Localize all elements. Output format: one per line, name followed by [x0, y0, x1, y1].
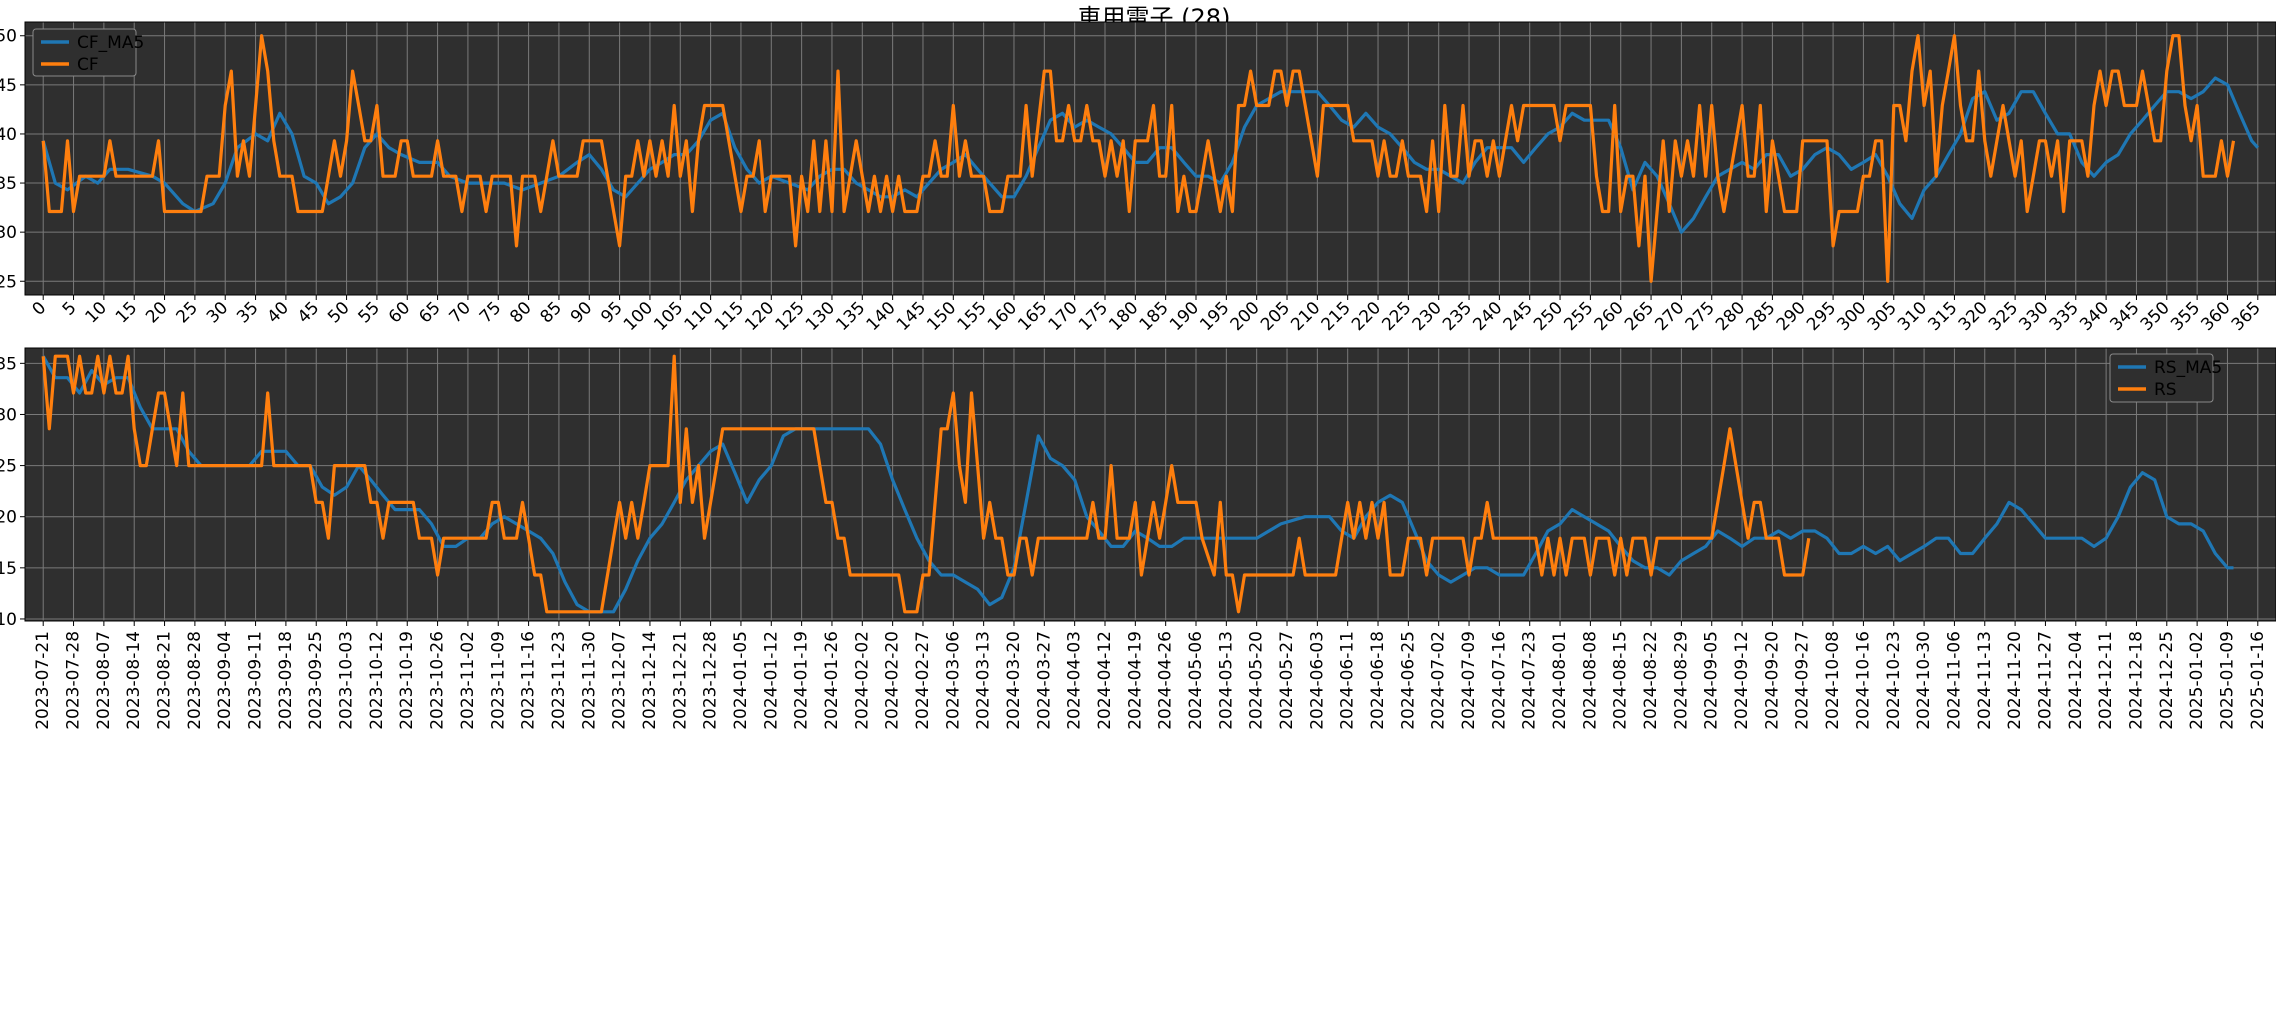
x-tick-label: 2023-09-25 [306, 631, 326, 730]
x-tick-label: 2024-08-29 [1671, 631, 1691, 730]
x-tick-label: 2023-11-23 [549, 631, 569, 730]
y-tick-label: 10 [0, 610, 17, 630]
x-tick-label: 2023-12-28 [701, 631, 721, 730]
x-tick-label: 2023-10-03 [337, 631, 357, 730]
x-tick-label: 2023-11-30 [579, 631, 599, 730]
legend-label: CF [77, 55, 99, 75]
x-tick-label: 2023-09-04 [215, 631, 235, 730]
x-tick-label: 2024-07-23 [1520, 631, 1540, 730]
plot-area [25, 348, 2276, 621]
x-tick-label: 2024-08-08 [1580, 631, 1600, 730]
x-tick-label: 2024-01-19 [792, 631, 812, 730]
x-tick-label: 2024-11-06 [1944, 631, 1964, 730]
x-tick-label: 2024-06-11 [1338, 631, 1358, 730]
x-tick-label: 2024-02-27 [913, 631, 933, 730]
y-tick-label: 35 [0, 354, 17, 374]
x-tick-label: 2024-06-25 [1398, 631, 1418, 730]
x-tick-label: 2024-06-18 [1368, 631, 1388, 730]
x-tick-label: 2025-01-16 [2248, 631, 2268, 730]
x-tick-label: 2023-07-28 [64, 631, 84, 730]
x-tick-label: 2025-01-02 [2187, 631, 2207, 730]
x-tick-label: 2023-08-07 [94, 631, 114, 730]
x-tick-label: 2024-11-13 [1975, 631, 1995, 730]
legend-label: RS_MA5 [2154, 358, 2222, 378]
x-tick-label: 2024-08-01 [1550, 631, 1570, 730]
x-tick-label: 2024-04-03 [1065, 631, 1085, 730]
x-tick-label: 2024-03-13 [974, 631, 994, 730]
y-tick-label: 35 [0, 174, 17, 194]
x-tick-label: 2024-01-26 [822, 631, 842, 730]
x-tick-label: 2024-06-03 [1307, 631, 1327, 730]
x-tick-label: 2024-12-18 [2126, 631, 2146, 730]
y-tick-label: 45 [0, 76, 17, 96]
x-tick-label: 2024-09-05 [1702, 631, 1722, 730]
x-tick-label: 2024-05-27 [1277, 631, 1297, 730]
y-tick-label: 50 [0, 27, 17, 47]
x-tick-label: 2023-10-26 [428, 631, 448, 730]
x-tick-label: 2023-11-02 [458, 631, 478, 730]
y-tick-label: 30 [0, 405, 17, 425]
x-tick-label: 2024-10-08 [1823, 631, 1843, 730]
x-tick-label: 2024-01-12 [761, 631, 781, 730]
x-tick-label: 2024-12-11 [2096, 631, 2116, 730]
series-line-cf [41, 34, 2236, 283]
x-tick-label: 2025-01-09 [2217, 631, 2237, 730]
x-tick-label: 2024-09-20 [1762, 631, 1782, 730]
y-tick-label: 40 [0, 125, 17, 145]
x-tick-label: 2024-12-04 [2066, 631, 2086, 730]
x-tick-label: 2024-07-09 [1459, 631, 1479, 730]
x-tick-label: 2023-11-09 [488, 631, 508, 730]
x-tick-label: 2024-09-27 [1793, 631, 1813, 730]
y-tick-label: 20 [0, 508, 17, 528]
x-tick-label: 2024-11-20 [2005, 631, 2025, 730]
plot-border [24, 347, 2276, 622]
legend-label: CF_MA5 [77, 33, 144, 53]
x-tick-label: 2024-08-22 [1641, 631, 1661, 730]
x-tick-label: 2023-10-19 [397, 631, 417, 730]
x-tick-label: 2024-03-06 [943, 631, 963, 730]
legend-label: RS [2154, 380, 2177, 400]
x-tick-label: 2023-08-28 [185, 631, 205, 730]
x-tick-label: 2024-07-02 [1429, 631, 1449, 730]
plot-border [24, 21, 2276, 296]
x-tick-label: 2023-07-21 [33, 631, 53, 730]
x-tick-label: 2024-10-23 [1884, 631, 1904, 730]
rs-panel: 10 15 20 25 30 35 2023-07-21 2023-07-28 2023-08-… [0, 347, 2276, 730]
x-tick-label: 2024-10-16 [1853, 631, 1873, 730]
x-tick-label: 2024-05-13 [1216, 631, 1236, 730]
x-tick-label: 2024-09-12 [1732, 631, 1752, 730]
x-tick-label: 2024-02-02 [852, 631, 872, 730]
x-tick-label: 2024-05-20 [1247, 631, 1267, 730]
x-tick-label: 2024-04-12 [1095, 631, 1115, 730]
x-tick-label: 2024-11-27 [2035, 631, 2055, 730]
x-tick-label: 2023-08-21 [155, 631, 175, 730]
x-tick-label: 2023-09-11 [246, 631, 266, 730]
x-tick-label: 2024-04-19 [1125, 631, 1145, 730]
y-tick-label: 30 [0, 223, 17, 243]
x-tick-label: 2023-08-14 [124, 631, 144, 730]
x-tick-label: 2024-08-15 [1611, 631, 1631, 730]
x-tick-label: 2024-05-06 [1186, 631, 1206, 730]
x-tick-label: 2023-12-07 [610, 631, 630, 730]
y-tick-label: 25 [0, 272, 17, 292]
y-tick-label: 25 [0, 457, 17, 477]
y-tick-label: 15 [0, 559, 17, 579]
x-tick-label: 2024-10-30 [1914, 631, 1934, 730]
x-tick-label: 2023-12-21 [670, 631, 690, 730]
x-tick-label: 2024-01-05 [731, 631, 751, 730]
x-tick-label: 2024-07-16 [1489, 631, 1509, 730]
x-tick-label: 2024-04-26 [1156, 631, 1176, 730]
x-tick-label: 2023-11-16 [519, 631, 539, 730]
x-tick-label: 2023-09-18 [276, 631, 296, 730]
x-tick-label: 2023-12-14 [640, 631, 660, 730]
x-tick-label: 2023-10-12 [367, 631, 387, 730]
x-tick-label: 2024-03-27 [1034, 631, 1054, 730]
x-tick-label: 2024-12-25 [2157, 631, 2177, 730]
series-line-rs [41, 354, 1811, 614]
x-tick-label: 2024-02-20 [883, 631, 903, 730]
x-tick-label: 2024-03-20 [1004, 631, 1024, 730]
